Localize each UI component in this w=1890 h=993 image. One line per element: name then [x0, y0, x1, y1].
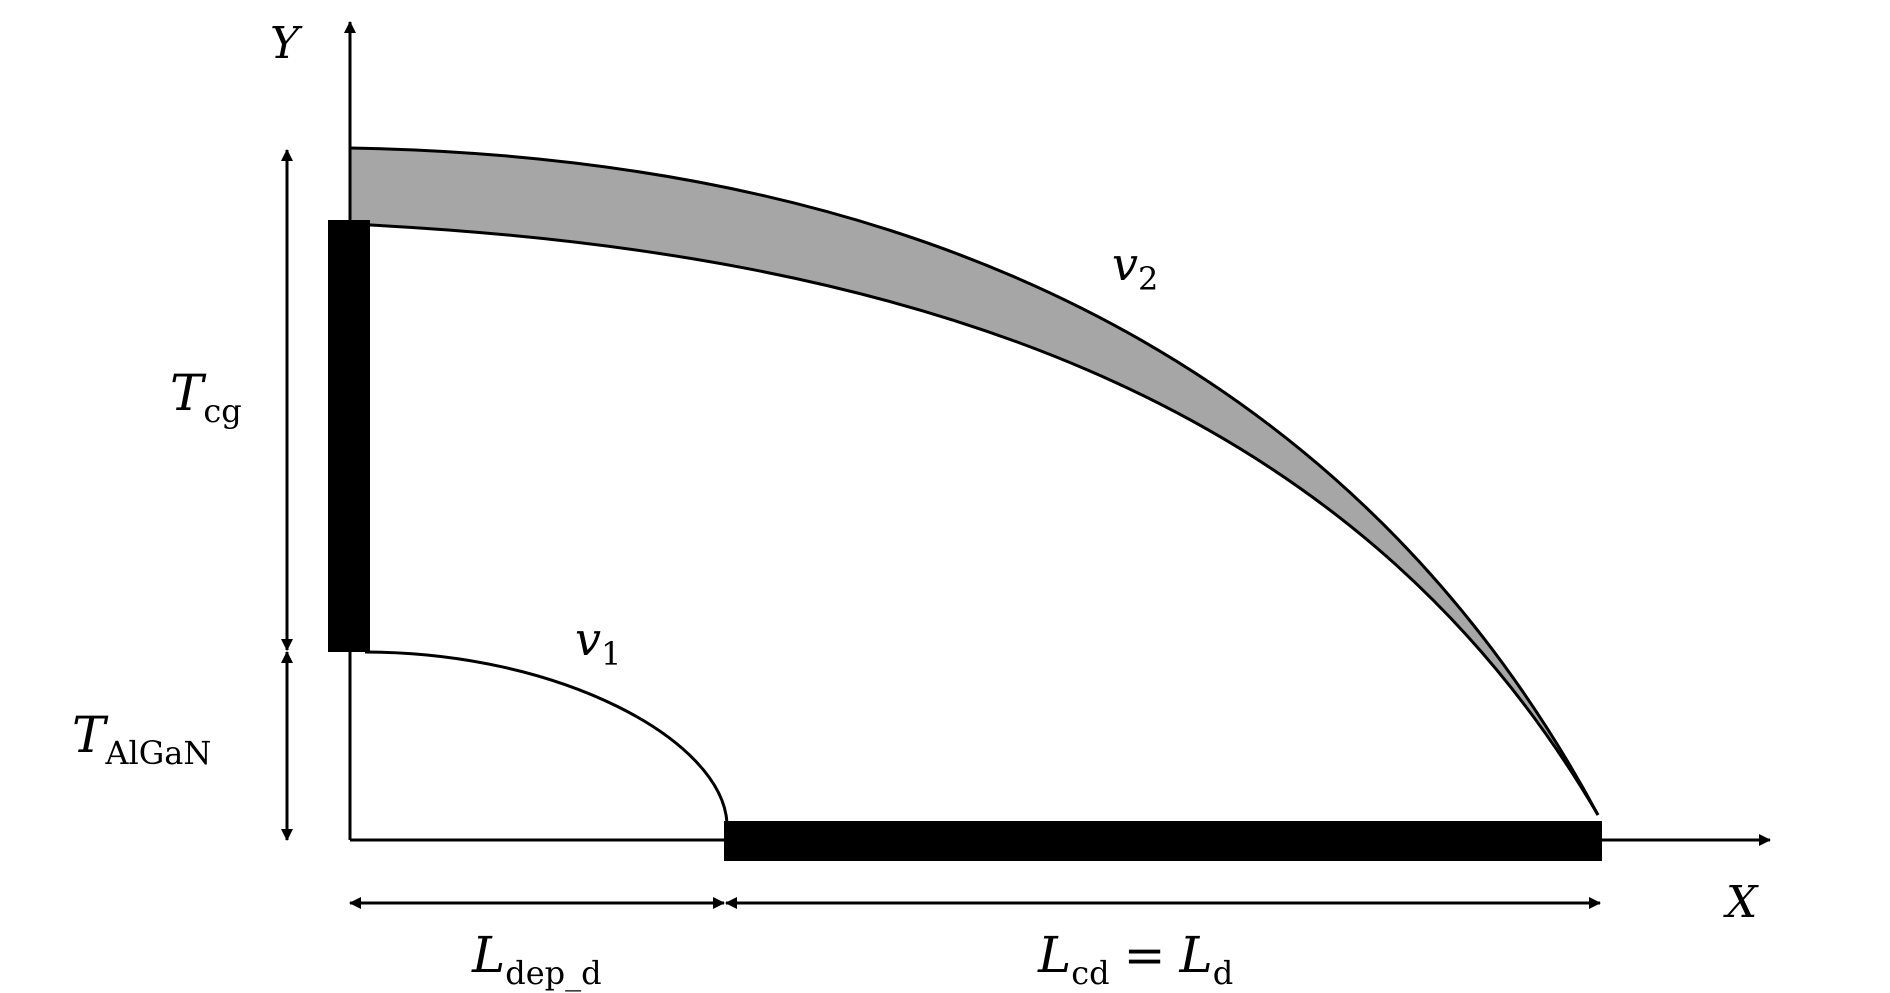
drain-electrode — [724, 821, 1602, 861]
v2-inner-curve — [349, 222, 1600, 816]
shaded-band — [350, 148, 1598, 815]
l-dep-d-label: Ldep_d — [471, 926, 602, 992]
v2-label: v2 — [1112, 237, 1158, 298]
x-axis-label: X — [1723, 877, 1759, 928]
t-cg-label: Tcg — [170, 364, 242, 430]
gate-electrode — [328, 220, 370, 652]
t-algan-label: TAlGaN — [72, 706, 211, 772]
v2-outer-curve — [349, 146, 1600, 816]
v1-label: v1 — [575, 612, 621, 673]
l-cd-label: Lcd = Ld — [1037, 926, 1233, 992]
y-axis-label: Y — [270, 18, 303, 69]
v1-curve — [364, 650, 729, 824]
